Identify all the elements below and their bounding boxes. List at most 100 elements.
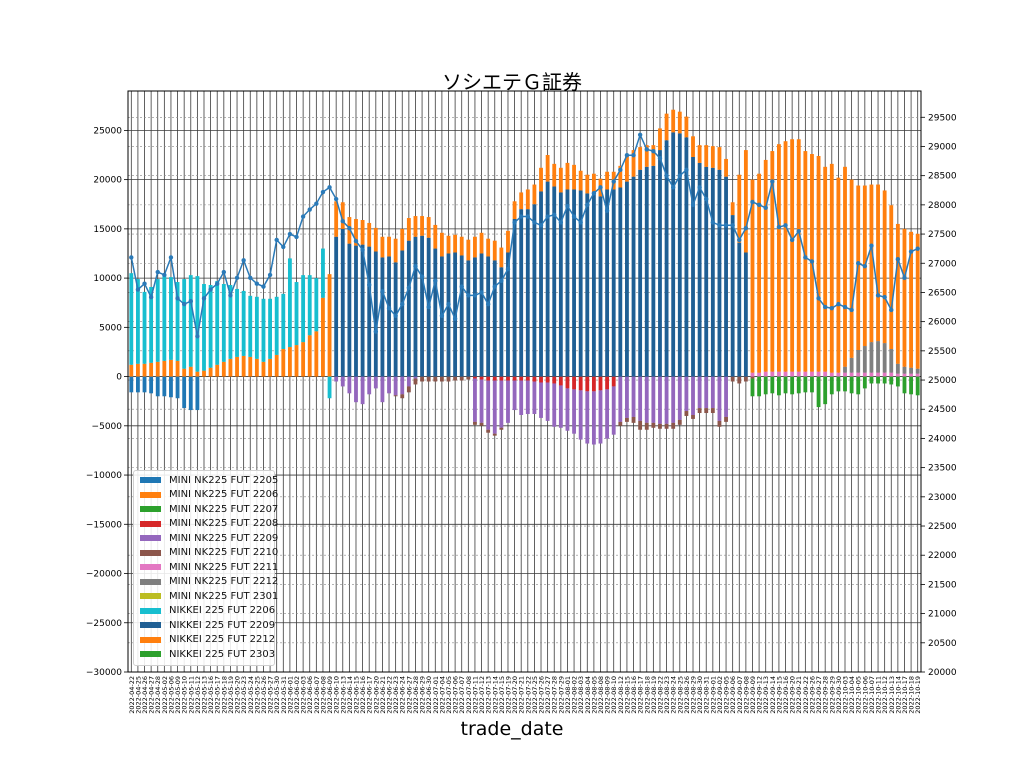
bar-segment	[876, 341, 880, 373]
nikkei-point	[571, 214, 577, 219]
bar-segment	[803, 151, 808, 372]
x-tick-label: 2022-08-25	[676, 676, 684, 714]
y2-tick-label: 24500	[928, 405, 957, 415]
legend-label: MINI NK225 FUT 2206	[169, 489, 279, 501]
y2-tick-label: 22000	[928, 551, 957, 561]
nikkei-point	[651, 148, 656, 154]
bar-segment	[578, 390, 583, 440]
x-tick-label: 2022-06-06	[306, 676, 314, 714]
bar-segment	[816, 371, 821, 377]
x-tick-label: 2022-07-05	[445, 676, 453, 714]
y2-tick-label: 24000	[928, 434, 957, 444]
bar-segment	[585, 376, 590, 392]
bar-segment	[658, 423, 662, 429]
bar-segment	[777, 371, 781, 377]
bar-segment	[836, 372, 841, 377]
nikkei-point	[862, 263, 868, 269]
bar-segment	[466, 260, 471, 377]
bar-segment	[790, 376, 795, 395]
bar-segment	[558, 385, 563, 428]
bar-segment	[704, 166, 709, 377]
x-tick-label: 2022-05-13	[200, 676, 208, 714]
nikkei-point	[836, 301, 841, 307]
bar-segment	[684, 376, 689, 412]
bar-segment	[591, 391, 596, 445]
bar-segment	[750, 372, 755, 377]
nikkei-point	[618, 167, 623, 173]
bar-segment	[142, 363, 147, 377]
bar-segment	[195, 371, 200, 377]
bar-segment	[387, 376, 391, 394]
legend-swatch	[140, 578, 161, 585]
bar-segment	[631, 376, 636, 417]
y-tick-label: 15000	[93, 225, 122, 235]
nikkei-point	[155, 269, 160, 275]
bar-segment	[909, 231, 914, 368]
nikkei-point	[254, 281, 260, 286]
x-tick-label: 2022-08-22	[656, 676, 664, 714]
x-tick-label: 2022-09-09	[749, 676, 757, 714]
bar-segment	[400, 376, 405, 395]
x-tick-label: 2022-07-26	[538, 676, 546, 714]
bar-segment	[149, 376, 154, 394]
nikkei-point	[234, 275, 240, 281]
x-tick-label: 2022-07-27	[544, 676, 552, 714]
x-axis-title: trade_date	[460, 718, 564, 740]
nikkei-point	[327, 185, 332, 190]
chart-legend: MINI NK225 FUT 2205 MINI NK225 FUT 2206 MI…	[133, 470, 279, 666]
bar-segment	[208, 284, 213, 368]
bar-segment	[545, 155, 550, 182]
bar-segment	[849, 179, 854, 358]
x-tick-label: 2022-09-01	[709, 676, 717, 714]
bar-segment	[301, 342, 306, 377]
bar-segment	[697, 145, 702, 163]
nikkei-point	[142, 281, 147, 286]
bar-segment	[175, 376, 180, 399]
bar-segment	[473, 376, 477, 379]
x-tick-label: 2022-06-29	[419, 676, 427, 714]
bar-segment	[651, 422, 656, 428]
bar-segment	[367, 222, 372, 247]
x-tick-label: 2022-08-09	[604, 676, 612, 714]
x-tick-label: 2022-10-05	[855, 676, 863, 714]
bar-segment	[433, 248, 438, 377]
x-tick-label: 2022-07-25	[531, 676, 539, 714]
bar-segment	[254, 296, 259, 359]
bar-segment	[413, 376, 418, 379]
bar-segment	[473, 421, 477, 425]
nikkei-point	[195, 334, 200, 339]
bar-segment	[889, 372, 894, 377]
bar-segment	[261, 361, 266, 377]
y2-tick-label: 23000	[928, 493, 957, 503]
bar-segment	[360, 376, 365, 405]
nikkei-point	[611, 179, 616, 184]
bar-segment	[770, 151, 775, 372]
x-tick-label: 2022-09-08	[742, 676, 750, 714]
bar-segment	[413, 236, 418, 377]
y2-tick-label: 26500	[928, 288, 957, 298]
bar-segment	[823, 376, 828, 405]
bar-segment	[188, 366, 193, 377]
bar-segment	[532, 381, 537, 414]
bar-segment	[235, 356, 239, 377]
x-tick-label: 2022-06-17	[366, 676, 374, 714]
nikkei-point	[657, 155, 663, 161]
bar-segment	[915, 376, 920, 396]
x-tick-label: 2022-05-10	[181, 676, 189, 714]
bar-segment	[466, 376, 471, 380]
legend-item: NIKKEI 225 FUT 2212	[140, 633, 275, 648]
bar-segment	[869, 372, 874, 377]
bar-segment	[565, 189, 570, 377]
bar-segment	[605, 389, 610, 439]
bar-segment	[446, 376, 451, 382]
bar-segment	[420, 376, 424, 382]
bar-segment	[671, 132, 676, 377]
bar-segment	[743, 252, 748, 377]
bar-segment	[565, 162, 570, 190]
x-tick-label: 2022-09-22	[802, 676, 810, 714]
bar-segment	[155, 279, 160, 362]
nikkei-point	[849, 307, 854, 313]
bar-segment	[889, 205, 894, 350]
nikkei-point	[492, 284, 497, 289]
nikkei-point	[380, 289, 385, 294]
